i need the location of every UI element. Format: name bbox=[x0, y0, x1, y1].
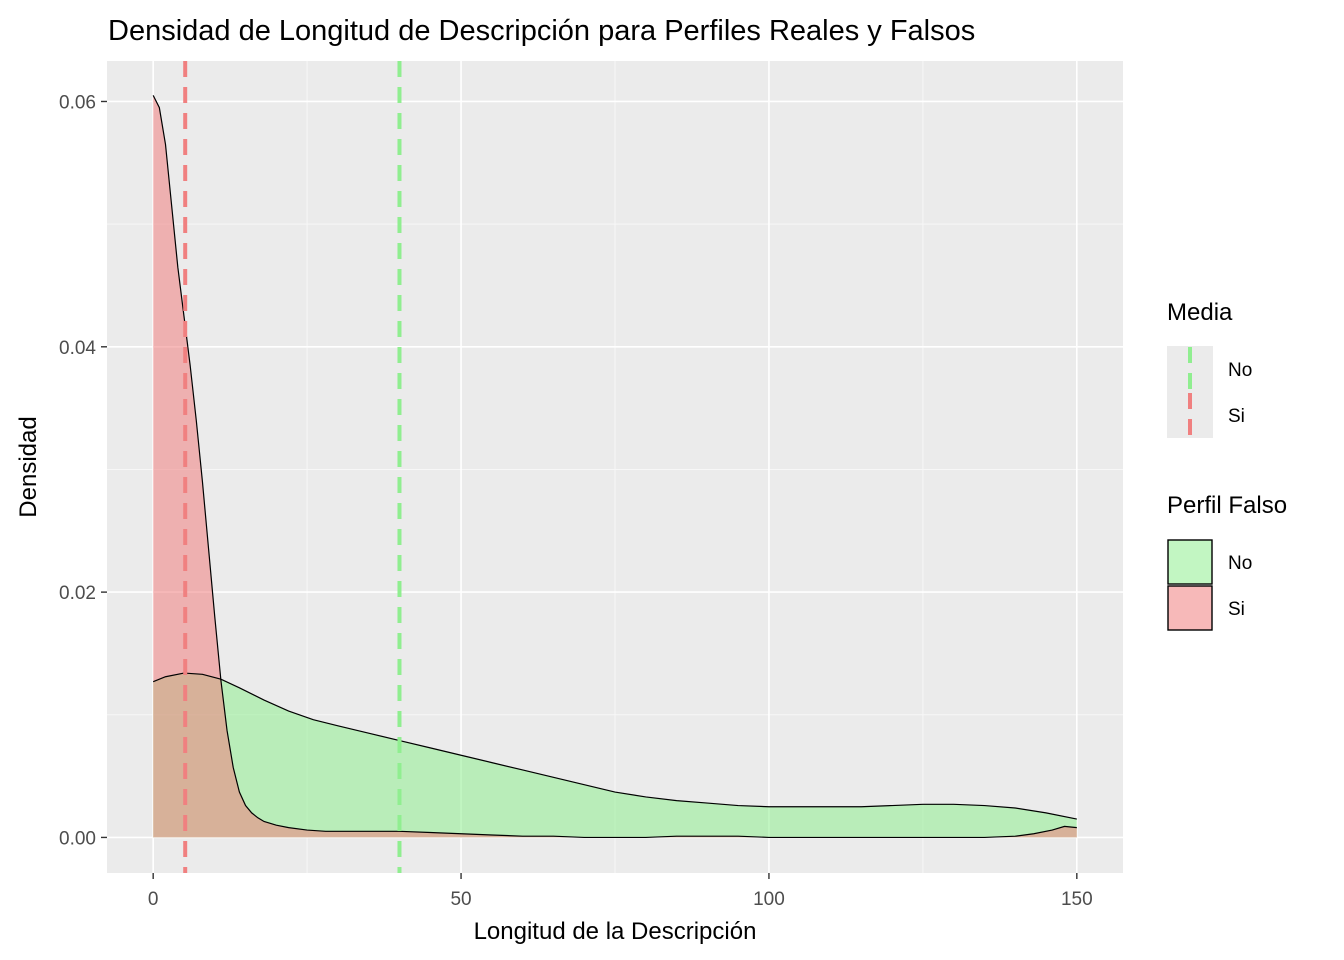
legend-label: No bbox=[1228, 553, 1252, 574]
density-curve-si bbox=[152, 95, 1077, 839]
x-tick-label: 50 bbox=[450, 889, 471, 910]
legend-title: Media bbox=[1167, 299, 1233, 326]
density-curve-no bbox=[152, 672, 1077, 820]
legend-label: Si bbox=[1228, 599, 1245, 620]
y-tick-label: 0.06 bbox=[59, 92, 96, 113]
y-axis: 0.00 0.02 0.04 0.06 bbox=[59, 92, 107, 849]
legend-label: No bbox=[1228, 360, 1252, 381]
chart-title: Densidad de Longitud de Descripción para… bbox=[108, 15, 975, 47]
y-tick-label: 0.00 bbox=[59, 828, 96, 849]
x-tick-label: 0 bbox=[148, 889, 159, 910]
y-axis-title: Densidad bbox=[15, 416, 42, 517]
plot-panel bbox=[107, 61, 1123, 873]
density-area-no bbox=[153, 673, 1077, 838]
x-axis-title: Longitud de la Descripción bbox=[474, 918, 757, 945]
legend-media: Media No Si bbox=[1167, 299, 1252, 438]
y-tick-label: 0.04 bbox=[59, 338, 96, 359]
x-tick-label: 150 bbox=[1061, 889, 1093, 910]
legend-perfil-falso: Perfil Falso No Si bbox=[1167, 492, 1287, 631]
legend-area: Media No Si Perfil Falso No Si bbox=[1167, 299, 1287, 631]
x-tick-label: 100 bbox=[753, 889, 785, 910]
legend-label: Si bbox=[1228, 406, 1245, 427]
x-axis: 0 50 100 150 bbox=[148, 873, 1093, 910]
y-tick-label: 0.02 bbox=[59, 583, 96, 604]
legend-key-swatch bbox=[1167, 585, 1213, 631]
legend-key-swatch bbox=[1167, 539, 1213, 585]
legend-title: Perfil Falso bbox=[1167, 492, 1287, 519]
